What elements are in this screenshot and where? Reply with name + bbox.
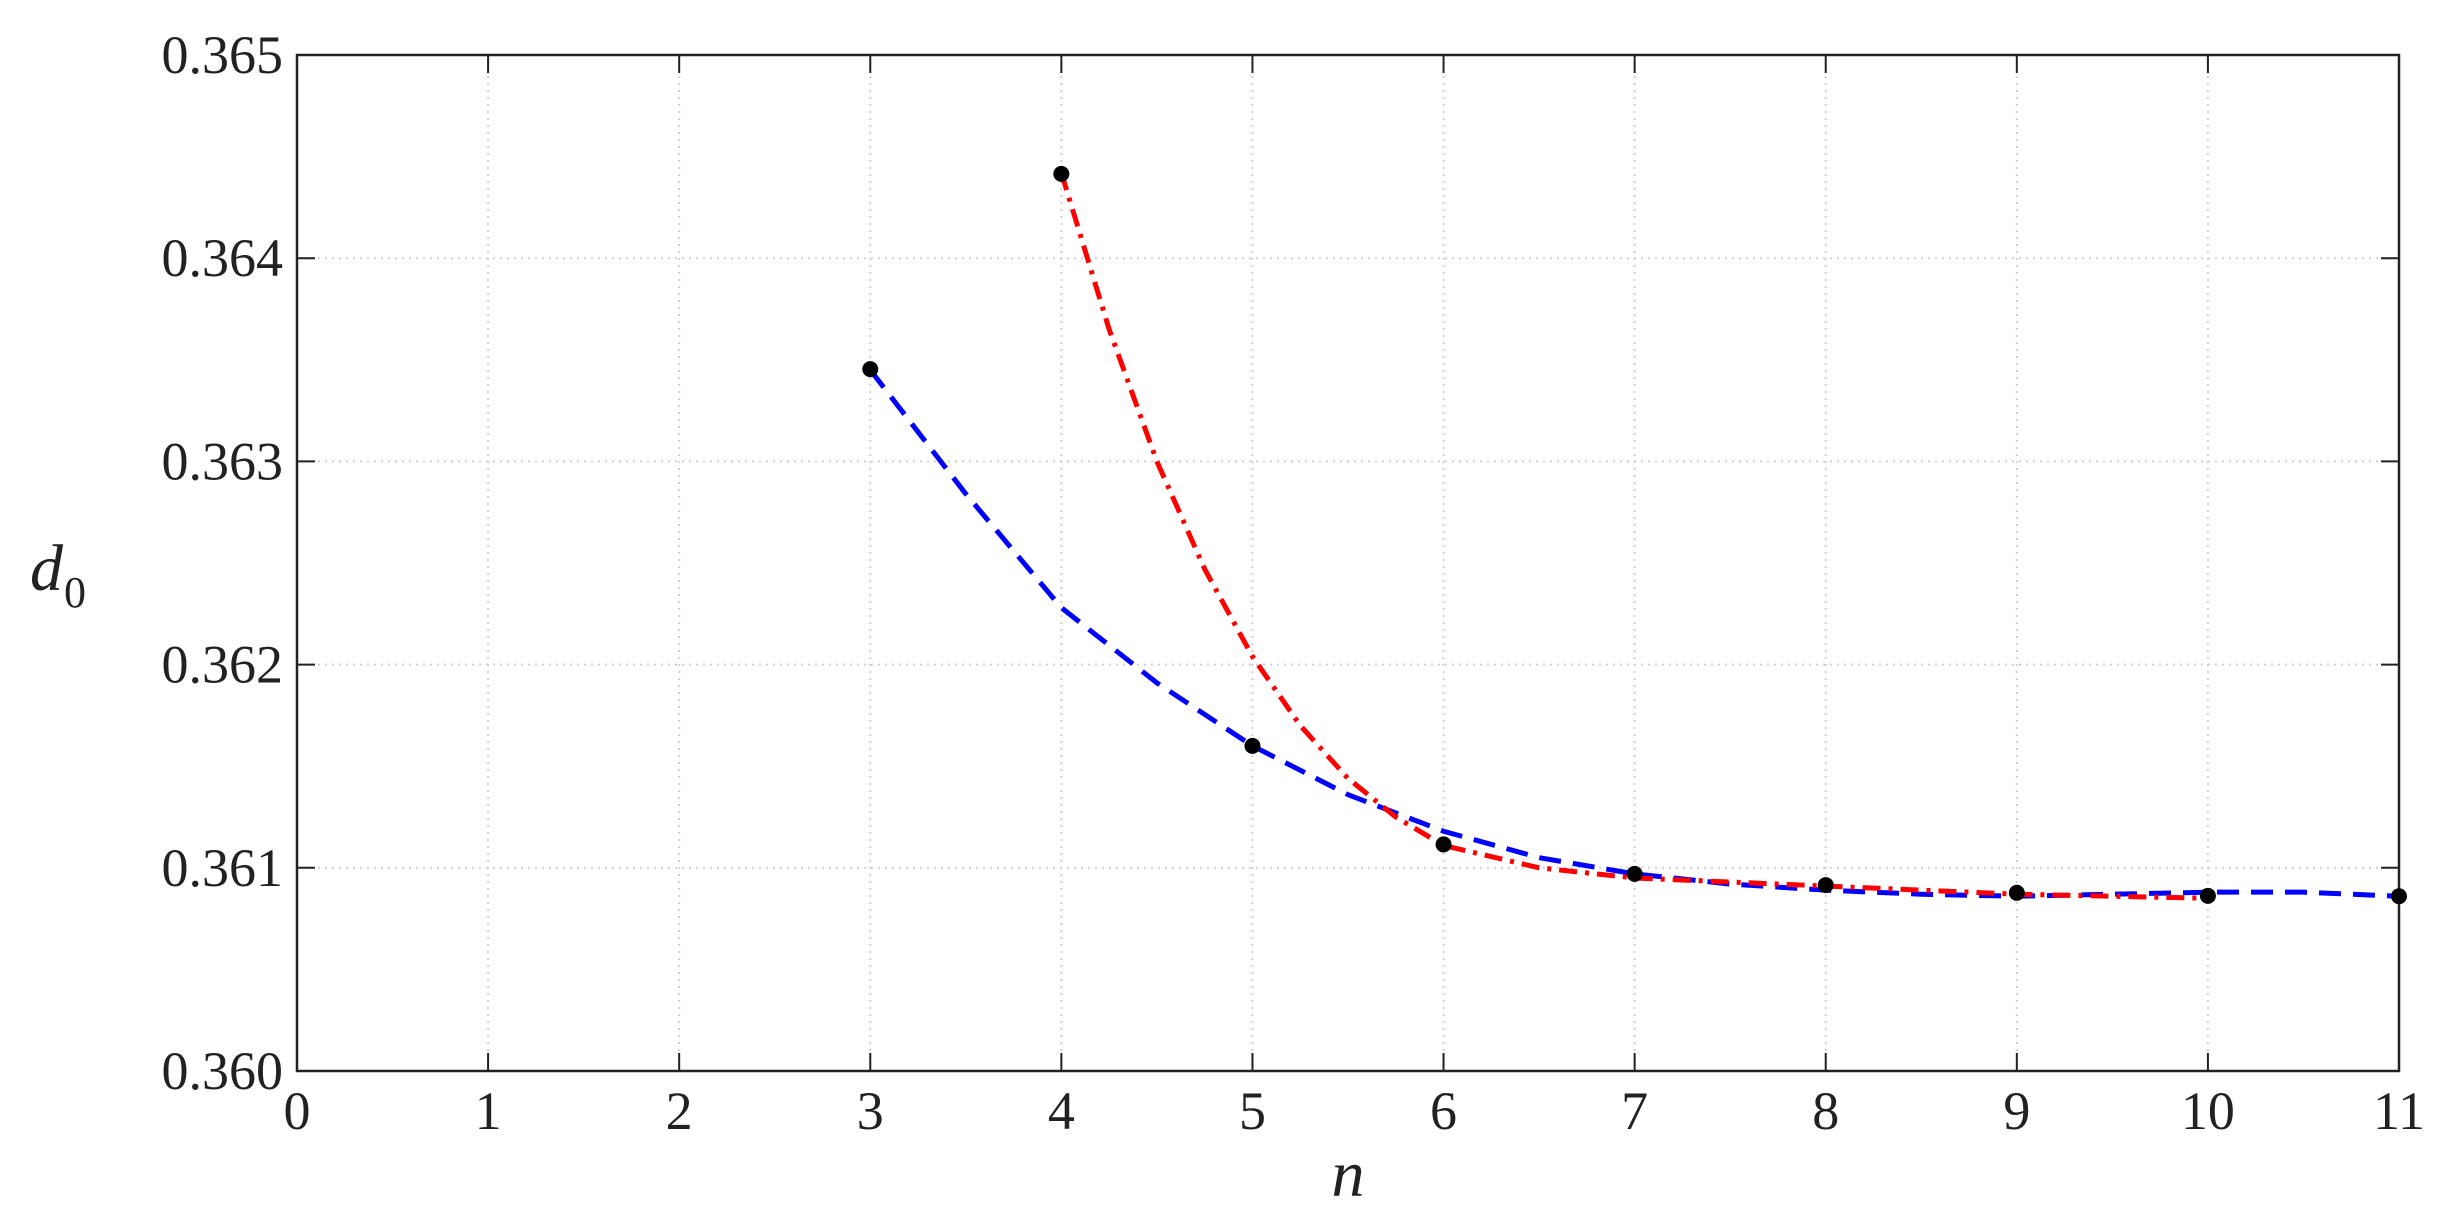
x-tick-label: 11 [2373, 1081, 2425, 1141]
data-point [1244, 737, 1261, 754]
data-point [2391, 888, 2407, 905]
data-point [1817, 877, 1834, 894]
fit-line [868, 368, 2400, 899]
fit-line [1058, 172, 2208, 901]
x-tick-label: 4 [1048, 1081, 1075, 1141]
x-tick-label: 5 [1239, 1081, 1266, 1141]
x-tick-label: 7 [1621, 1081, 1648, 1141]
y-tick-label: 0.364 [162, 228, 284, 288]
y-tick-label: 0.363 [162, 431, 284, 491]
y-axis-label: d [30, 532, 64, 605]
x-tick-label: 0 [284, 1081, 311, 1141]
data-point [2199, 887, 2216, 904]
y-tick-label: 0.360 [162, 1041, 284, 1101]
x-tick-label: 10 [2181, 1081, 2235, 1141]
x-tick-label: 6 [1430, 1081, 1457, 1141]
x-tick-label: 9 [2003, 1081, 2030, 1141]
x-tick-label: 1 [475, 1081, 502, 1141]
y-axis-label-subscript: 0 [64, 568, 86, 617]
x-tick-label: 3 [857, 1081, 884, 1141]
data-point [1435, 836, 1452, 853]
plot-frame [295, 53, 2401, 1073]
data-point [2008, 884, 2025, 901]
x-axis-label: n [1332, 1138, 1365, 1211]
x-tick-label: 2 [666, 1081, 693, 1141]
data-point [1053, 165, 1070, 182]
data-point [862, 361, 879, 378]
data-point [1626, 865, 1643, 882]
y-tick-label: 0.365 [162, 25, 284, 85]
y-tick-label: 0.362 [162, 635, 284, 695]
x-tick-label: 8 [1812, 1081, 1839, 1141]
y-tick-label: 0.361 [162, 838, 284, 898]
